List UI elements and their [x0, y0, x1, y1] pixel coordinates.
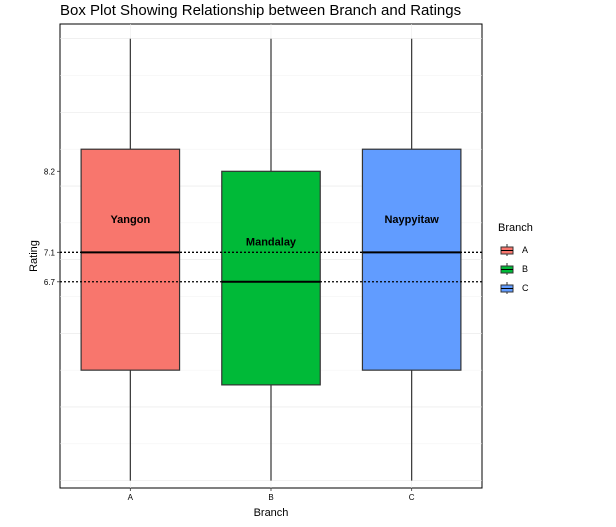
- x-tick-label: A: [128, 493, 134, 502]
- legend-key-A: [500, 244, 514, 256]
- box-C: Naypyitaw: [361, 38, 462, 481]
- x-tick-label: B: [268, 493, 273, 502]
- box-A: Yangon: [80, 38, 181, 481]
- box-label: Yangon: [110, 214, 150, 226]
- chart-title: Box Plot Showing Relationship between Br…: [60, 2, 461, 19]
- legend-label: C: [522, 283, 529, 293]
- legend-label: A: [522, 245, 528, 255]
- legend-title: Branch: [498, 222, 533, 234]
- y-axis-ticks: 6.7 7.1 8.2: [44, 167, 60, 287]
- x-tick-label: C: [409, 493, 415, 502]
- box-B: Mandalay: [221, 38, 321, 481]
- legend-label: B: [522, 264, 528, 274]
- y-axis-title: Rating: [28, 240, 40, 272]
- box-label: Naypyitaw: [384, 214, 439, 226]
- box-body: [221, 170, 321, 386]
- box-body: [80, 148, 181, 371]
- legend-key-B: [500, 263, 514, 275]
- x-axis-title: Branch: [254, 507, 289, 519]
- box-body: [361, 148, 462, 371]
- legend-key-C: [500, 282, 514, 294]
- y-tick-label: 7.1: [44, 248, 56, 257]
- x-axis-ticks: A B C: [128, 488, 415, 502]
- y-tick-label: 6.7: [44, 278, 56, 287]
- y-tick-label: 8.2: [44, 167, 56, 176]
- box-label: Mandalay: [246, 236, 297, 248]
- boxes: Yangon Mandalay Naypyitaw: [80, 38, 462, 481]
- legend: Branch ABC: [498, 222, 533, 294]
